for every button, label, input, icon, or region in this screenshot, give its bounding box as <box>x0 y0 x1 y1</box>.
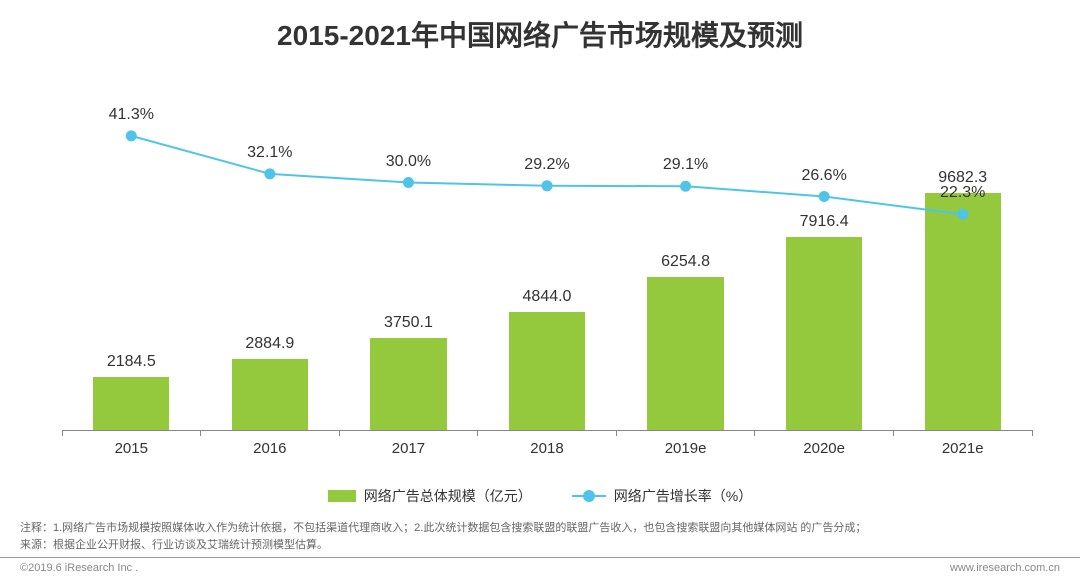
chart-title: 2015-2021年中国网络广告市场规模及预测 <box>0 14 1080 54</box>
growth-value-label: 22.3% <box>893 184 1032 202</box>
x-axis <box>62 430 1032 431</box>
site-url: www.iresearch.com.cn <box>950 562 1060 574</box>
growth-value-label: 26.6% <box>755 167 894 185</box>
copyright-text: ©2019.6 iResearch Inc . <box>20 562 138 574</box>
x-tick-label: 2017 <box>339 440 478 457</box>
legend-item: 网络广告增长率（%） <box>572 486 752 506</box>
x-tick-label: 2019e <box>616 440 755 457</box>
legend-label: 网络广告增长率（%） <box>614 486 752 506</box>
growth-marker <box>819 192 829 202</box>
growth-marker <box>681 181 691 191</box>
x-tick-label: 2021e <box>893 440 1032 457</box>
x-tick <box>616 430 617 436</box>
page-root: 2015-2021年中国网络广告市场规模及预测 2184.520152884.9… <box>0 0 1080 587</box>
growth-value-label: 30.0% <box>339 153 478 171</box>
x-tick <box>62 430 63 436</box>
x-tick-label: 2016 <box>201 440 340 457</box>
growth-marker <box>265 169 275 179</box>
x-tick-label: 2015 <box>62 440 201 457</box>
x-tick-label: 2018 <box>478 440 617 457</box>
legend-item: 网络广告总体规模（亿元） <box>328 486 532 506</box>
x-tick <box>200 430 201 436</box>
x-tick <box>1032 430 1033 436</box>
footnote-line: 注释：1.网络广告市场规模按照媒体收入作为统计依据，不包括渠道代理商收入；2.此… <box>20 520 1060 537</box>
growth-value-label: 29.2% <box>478 156 617 174</box>
growth-marker <box>403 178 413 188</box>
growth-marker <box>958 209 968 219</box>
legend-label: 网络广告总体规模（亿元） <box>364 486 532 506</box>
growth-marker <box>542 181 552 191</box>
chart-area: 2184.520152884.920163750.120174844.02018… <box>62 100 1032 430</box>
x-tick <box>477 430 478 436</box>
x-tick-label: 2020e <box>755 440 894 457</box>
footnote-line: 来源：根据企业公开财报、行业访谈及艾瑞统计预测模型估算。 <box>20 537 1060 554</box>
growth-value-label: 32.1% <box>201 144 340 162</box>
legend: 网络广告总体规模（亿元） 网络广告增长率（%） <box>0 486 1080 506</box>
legend-swatch-bar <box>328 490 356 502</box>
x-tick <box>754 430 755 436</box>
growth-marker <box>126 131 136 141</box>
x-tick <box>339 430 340 436</box>
legend-swatch-line <box>572 495 606 497</box>
footer-divider <box>0 557 1080 558</box>
x-tick <box>893 430 894 436</box>
growth-value-label: 41.3% <box>62 106 201 124</box>
footnote: 注释：1.网络广告市场规模按照媒体收入作为统计依据，不包括渠道代理商收入；2.此… <box>20 520 1060 553</box>
growth-value-label: 29.1% <box>616 156 755 174</box>
